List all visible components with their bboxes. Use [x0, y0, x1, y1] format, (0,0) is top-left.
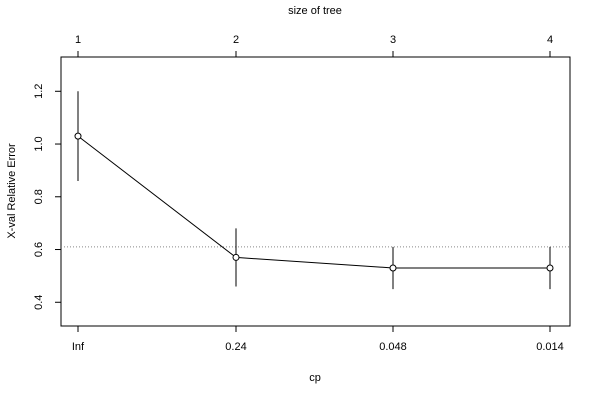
x-axis-label: cp — [309, 372, 321, 384]
x-tick-label: 0.014 — [536, 341, 564, 353]
top-tick-label: 4 — [547, 34, 553, 46]
y-tick-label: 1.2 — [33, 84, 45, 99]
y-tick-label: 0.4 — [33, 295, 45, 310]
series-line — [77, 135, 550, 269]
data-point — [389, 264, 397, 272]
y-axis-label: X-val Relative Error — [6, 143, 18, 239]
top-tick-label: 1 — [75, 34, 81, 46]
x-tick-label: 0.24 — [225, 341, 246, 353]
top-tick-label: 3 — [390, 34, 396, 46]
data-point — [546, 264, 554, 272]
top-axis-label: size of tree — [288, 5, 342, 17]
x-tick-label: 0.048 — [379, 341, 407, 353]
y-tick-label: 0.8 — [33, 189, 45, 204]
data-point — [232, 253, 240, 261]
y-tick-label: 0.6 — [33, 242, 45, 257]
plot-frame — [60, 56, 571, 327]
y-tick-label: 1.0 — [33, 136, 45, 151]
x-tick-label: Inf — [72, 341, 85, 353]
data-point — [74, 132, 82, 140]
top-tick-label: 2 — [233, 34, 239, 46]
